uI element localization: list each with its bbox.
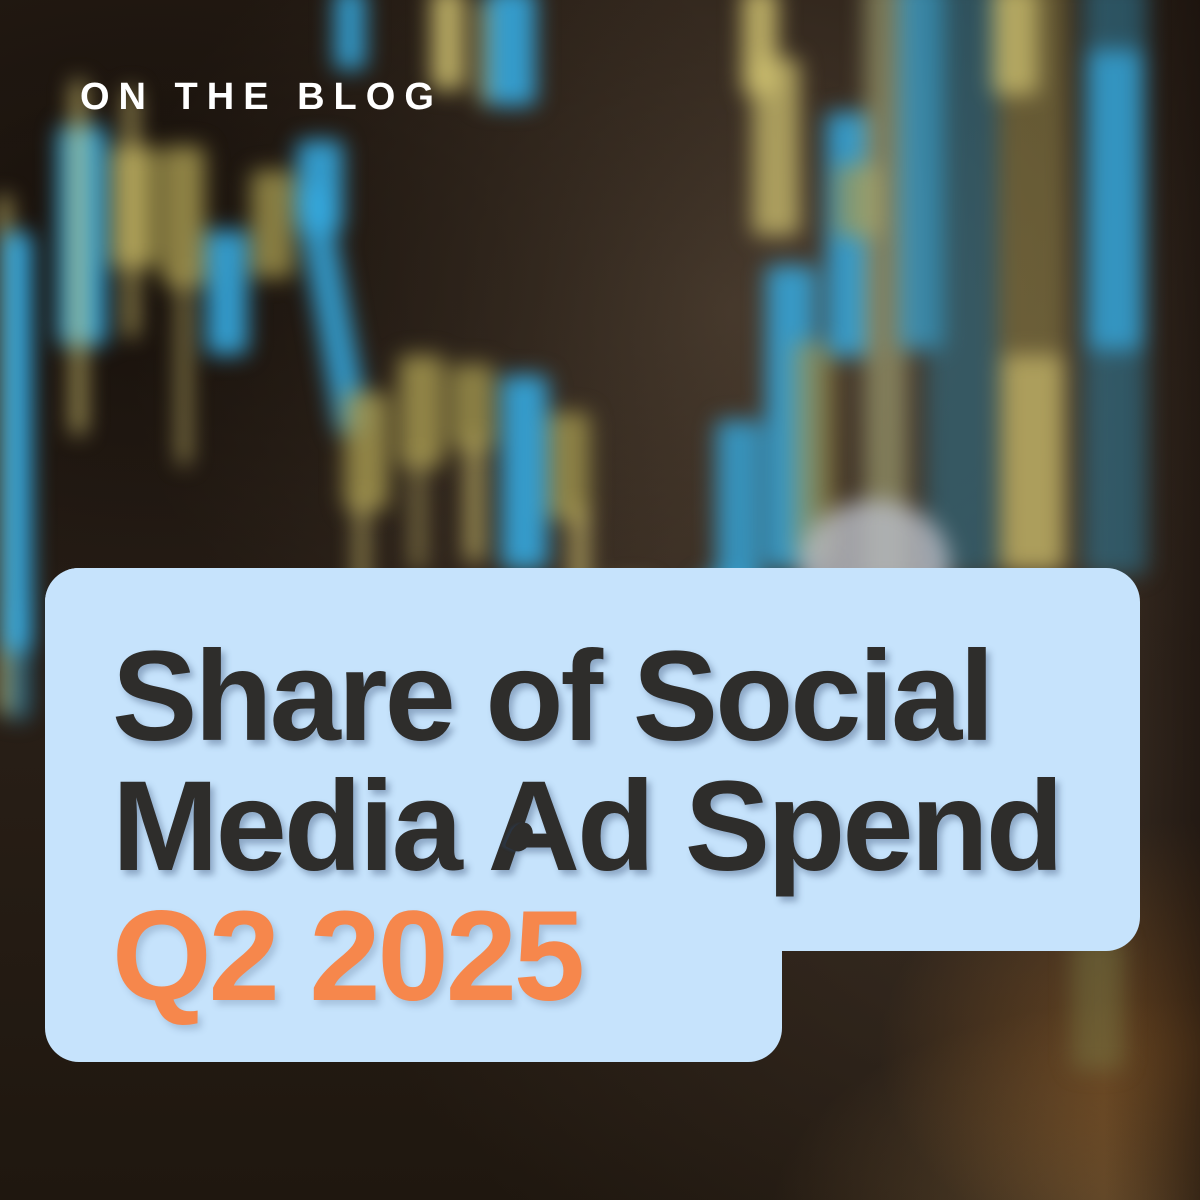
light-streak (1088, 50, 1142, 350)
light-streak (992, 0, 1038, 95)
candle-wick (413, 455, 423, 570)
light-streak (1002, 355, 1064, 570)
card-subtitle: Q2 2025 (112, 885, 585, 1028)
candle-bar (251, 170, 294, 278)
card-background-tall (45, 568, 782, 1062)
card-title-line1: Share of Social (112, 625, 995, 768)
candle-bar (431, 0, 465, 90)
candle-bar (486, 0, 536, 106)
light-streak (1072, 935, 1124, 1070)
candle-bar (501, 375, 548, 570)
candle-bar (399, 355, 444, 467)
card-text-block: Share of Social Media Ad Spend Q2 2025 (112, 625, 1064, 1028)
candle-bar (8, 600, 30, 720)
eyebrow-label: ON THE BLOG (80, 76, 443, 118)
candle-wick (478, 0, 488, 105)
card-title-line2: Media Ad Spend (112, 755, 1064, 898)
candle-wick (179, 275, 189, 465)
candle-bar (752, 58, 800, 236)
candle-bar (2, 232, 32, 652)
candle-bar (451, 364, 494, 449)
candle-wick (72, 80, 85, 435)
candle-bar (344, 392, 389, 510)
candle-bar (549, 412, 590, 520)
candle-wick (466, 438, 483, 563)
candle-bar (162, 146, 205, 286)
candle-bar (206, 230, 248, 355)
light-streak (926, 0, 998, 575)
candle-bar (334, 0, 366, 70)
candle-wick (125, 88, 137, 338)
